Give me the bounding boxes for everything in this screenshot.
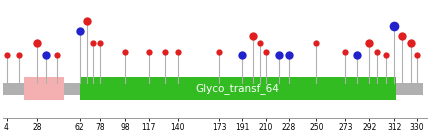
FancyBboxPatch shape: [24, 77, 64, 100]
FancyBboxPatch shape: [3, 83, 424, 95]
FancyBboxPatch shape: [396, 83, 424, 95]
Text: Glyco_transf_64: Glyco_transf_64: [196, 83, 280, 94]
FancyBboxPatch shape: [80, 77, 396, 100]
